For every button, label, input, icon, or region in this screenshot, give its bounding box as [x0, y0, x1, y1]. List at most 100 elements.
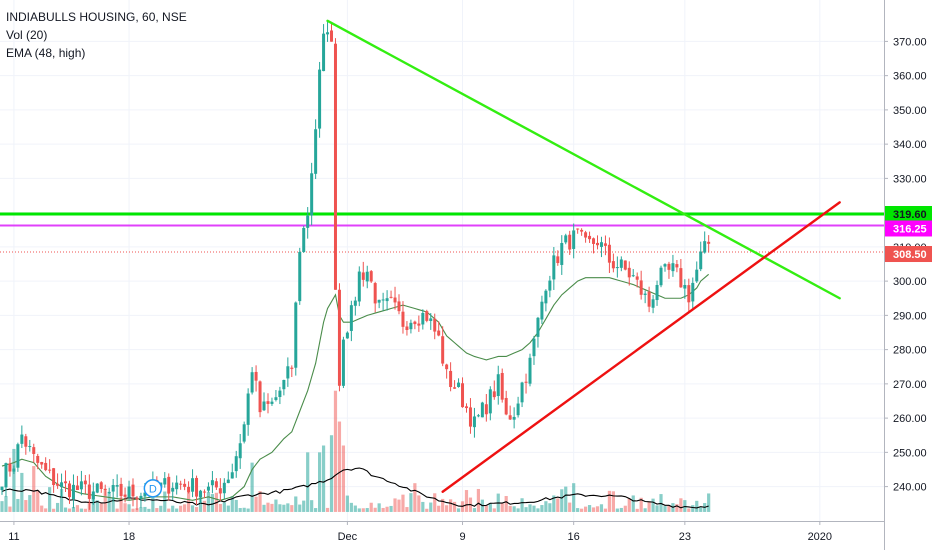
price-axis-bg: [884, 0, 932, 550]
volume-bar: [647, 501, 651, 512]
candle-body: [171, 487, 175, 492]
candle-body: [357, 271, 361, 302]
volume-bar: [687, 508, 691, 512]
volume-bar: [456, 508, 461, 512]
trend-lines[interactable]: [326, 19, 841, 493]
price-tick-label: 330.00: [893, 173, 927, 185]
volume-bar: [230, 495, 234, 512]
candle-body: [24, 436, 28, 447]
candle-body: [341, 339, 345, 386]
trend-line-green[interactable]: [326, 19, 841, 300]
candle-body: [472, 416, 476, 428]
dividend-marker-circle[interactable]: [143, 479, 163, 498]
candle-body: [405, 326, 409, 330]
candle-body: [91, 491, 95, 500]
price-tick-label: 350.00: [893, 105, 927, 117]
candle-body: [457, 382, 461, 387]
volume-bar: [143, 506, 147, 512]
candle-body: [572, 230, 576, 249]
volume-bar: [115, 508, 119, 512]
volume-bar: [623, 505, 627, 512]
price-tag-bg: [885, 220, 932, 237]
volume-bar: [270, 503, 274, 512]
candle-body: [56, 483, 60, 486]
candle-body: [659, 267, 663, 286]
ema-path: [1, 273, 710, 501]
volume-bar: [147, 508, 151, 512]
candle-body: [516, 403, 520, 416]
horizontal-levels[interactable]: [0, 212, 884, 253]
volume-bar: [202, 500, 207, 512]
candle-body: [282, 379, 286, 390]
candle-body: [107, 491, 111, 493]
price-tags: 319.60 316.25 308.50: [885, 206, 932, 263]
candle-body: [639, 280, 643, 295]
volume-bar: [286, 503, 290, 512]
candle-body: [103, 488, 107, 491]
volume-bar: [282, 504, 286, 512]
time-axis[interactable]: 11 18 Dec 9 16 23 2020: [0, 521, 884, 550]
volume-bar: [234, 499, 238, 512]
volume-indicator-label[interactable]: Vol (20): [6, 28, 48, 42]
volume-bar: [500, 503, 504, 512]
candle-body: [79, 481, 83, 490]
volume-bar: [377, 503, 381, 512]
candle-body: [528, 357, 532, 384]
volume-bar: [246, 508, 250, 512]
volume-bar: [290, 505, 294, 512]
candle-body: [195, 477, 199, 497]
price-tick-label: 360.00: [893, 71, 927, 83]
candle-body: [496, 374, 500, 397]
volume-bar: [242, 507, 246, 512]
time-tick-label: 11: [8, 531, 19, 543]
candle-body: [230, 472, 234, 479]
candle-body: [449, 370, 453, 388]
volume-bar: [401, 494, 405, 512]
candle-body: [226, 479, 230, 484]
candle-body: [635, 276, 639, 280]
candle-body: [218, 488, 222, 494]
volume-bar: [635, 508, 639, 512]
volume-bar: [79, 508, 83, 512]
candle-body: [671, 263, 675, 272]
candle-body: [8, 463, 12, 472]
volume-bar: [28, 495, 32, 512]
candle-body: [28, 446, 32, 448]
volume-bar: [464, 490, 469, 512]
trend-line-red[interactable]: [441, 201, 841, 493]
candles: [0, 21, 711, 510]
candle-body: [381, 299, 385, 301]
volume-bar: [560, 489, 564, 512]
volume-bars: [0, 390, 711, 512]
time-tick-label: 23: [679, 531, 691, 543]
symbol-title[interactable]: INDIABULLS HOUSING, 60, NSE: [6, 10, 187, 24]
candle-body: [75, 485, 79, 491]
volume-bar: [24, 500, 28, 512]
candle-body: [667, 263, 671, 270]
volume-bar: [393, 498, 397, 512]
candle-body: [199, 491, 202, 498]
volume-bar: [8, 506, 12, 512]
volume-bar: [433, 493, 437, 512]
volume-bar: [254, 496, 258, 512]
candle-body: [127, 486, 131, 498]
candle-body: [409, 322, 413, 330]
volume-bar: [190, 505, 195, 512]
candle-body: [337, 289, 341, 386]
ema-indicator-label[interactable]: EMA (48, high): [6, 46, 86, 60]
candle-body: [488, 389, 492, 414]
price-axis[interactable]: 240.00 250.00 260.00 270.00 280.00 290.00 300.…: [884, 0, 932, 550]
dividend-marker[interactable]: D: [143, 479, 163, 498]
volume-bar: [417, 495, 421, 512]
time-tick-label: 16: [568, 531, 580, 543]
volume-ma-line: [1, 467, 709, 509]
volume-bar: [250, 462, 254, 512]
candle-body: [703, 241, 707, 253]
volume-bar: [40, 505, 44, 512]
volume-bar: [564, 486, 568, 512]
volume-bar: [0, 501, 4, 512]
candle-body: [592, 238, 596, 244]
candle-body: [242, 424, 246, 442]
